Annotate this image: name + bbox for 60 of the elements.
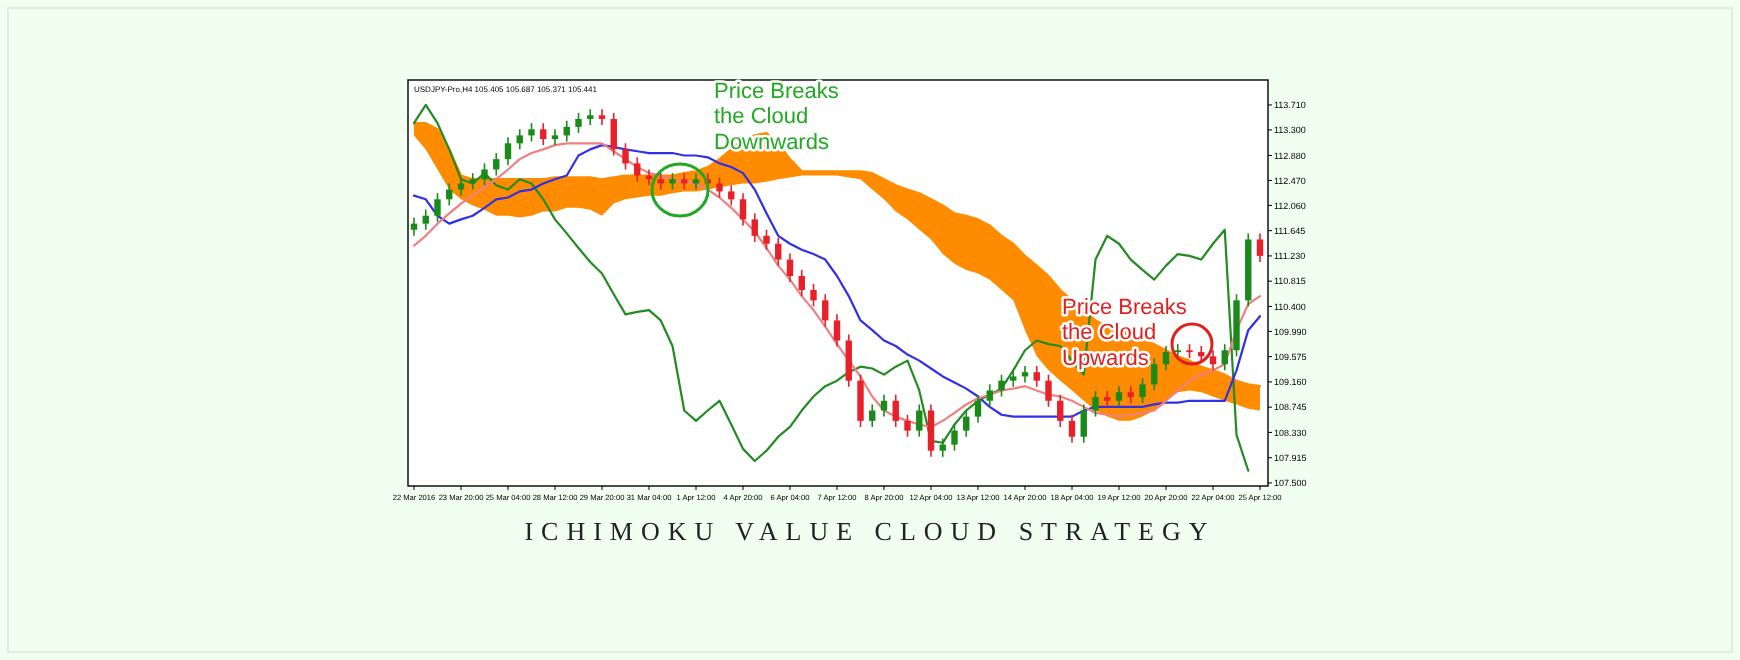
candlestick: [422, 208, 429, 231]
candlestick: [622, 142, 629, 171]
candlestick: [880, 393, 888, 418]
candlestick: [1080, 403, 1087, 444]
candlestick: [763, 228, 770, 251]
candlestick: [1010, 369, 1017, 388]
candlestick: [1092, 390, 1099, 418]
candlestick: [810, 283, 817, 308]
candlestick: [822, 293, 829, 328]
candlestick: [457, 176, 465, 197]
candlestick: [434, 192, 441, 223]
candlestick: [1033, 365, 1040, 388]
candlestick: [634, 156, 641, 183]
candlestick: [1115, 385, 1123, 408]
candlestick: [504, 136, 512, 167]
candlestick: [610, 112, 617, 157]
candlestick: [963, 409, 970, 438]
candlestick: [587, 108, 594, 126]
candlestick: [540, 122, 547, 146]
candlestick: [892, 393, 899, 428]
candlestick: [786, 252, 794, 283]
candlestick: [528, 122, 535, 143]
candlestick: [974, 393, 982, 424]
candlestick: [1104, 390, 1111, 408]
candlestick: [716, 176, 723, 199]
candlestick: [575, 112, 582, 134]
candlestick: [1151, 357, 1158, 392]
candlestick: [916, 403, 923, 438]
candlestick: [939, 437, 946, 458]
candlestick: [1256, 232, 1264, 263]
line-series: [412, 103, 1250, 472]
candlestick: [986, 383, 993, 408]
candlestick: [798, 269, 805, 297]
candlestick: [857, 373, 864, 428]
candlestick: [598, 108, 606, 126]
candlestick: [1045, 373, 1052, 408]
candlestick: [869, 403, 876, 428]
candlestick: [481, 162, 488, 187]
candlestick: [551, 128, 559, 146]
text: ICHIMOKU VALUE CLOUD STRATEGY: [524, 516, 1216, 546]
candlestick: [1174, 343, 1181, 359]
candlestick: [1068, 413, 1076, 444]
candlestick: [1221, 343, 1228, 372]
candlestick: [410, 216, 418, 237]
candlestick: [1139, 377, 1146, 405]
candlestick: [751, 212, 758, 243]
candlestick: [833, 313, 841, 348]
candlestick: [904, 413, 911, 438]
candlestick: [739, 192, 747, 227]
candlestick: [728, 184, 735, 207]
candlestick: [775, 236, 782, 267]
candlestick: [1209, 349, 1217, 372]
candlestick: [516, 128, 523, 151]
candlestick: [1162, 345, 1170, 372]
candlestick: [998, 373, 1005, 398]
candlestick: [1057, 393, 1064, 428]
candlestick: [493, 152, 500, 177]
candlestick: [845, 333, 852, 388]
candlestick: [951, 423, 958, 452]
candlestick: [927, 403, 935, 458]
